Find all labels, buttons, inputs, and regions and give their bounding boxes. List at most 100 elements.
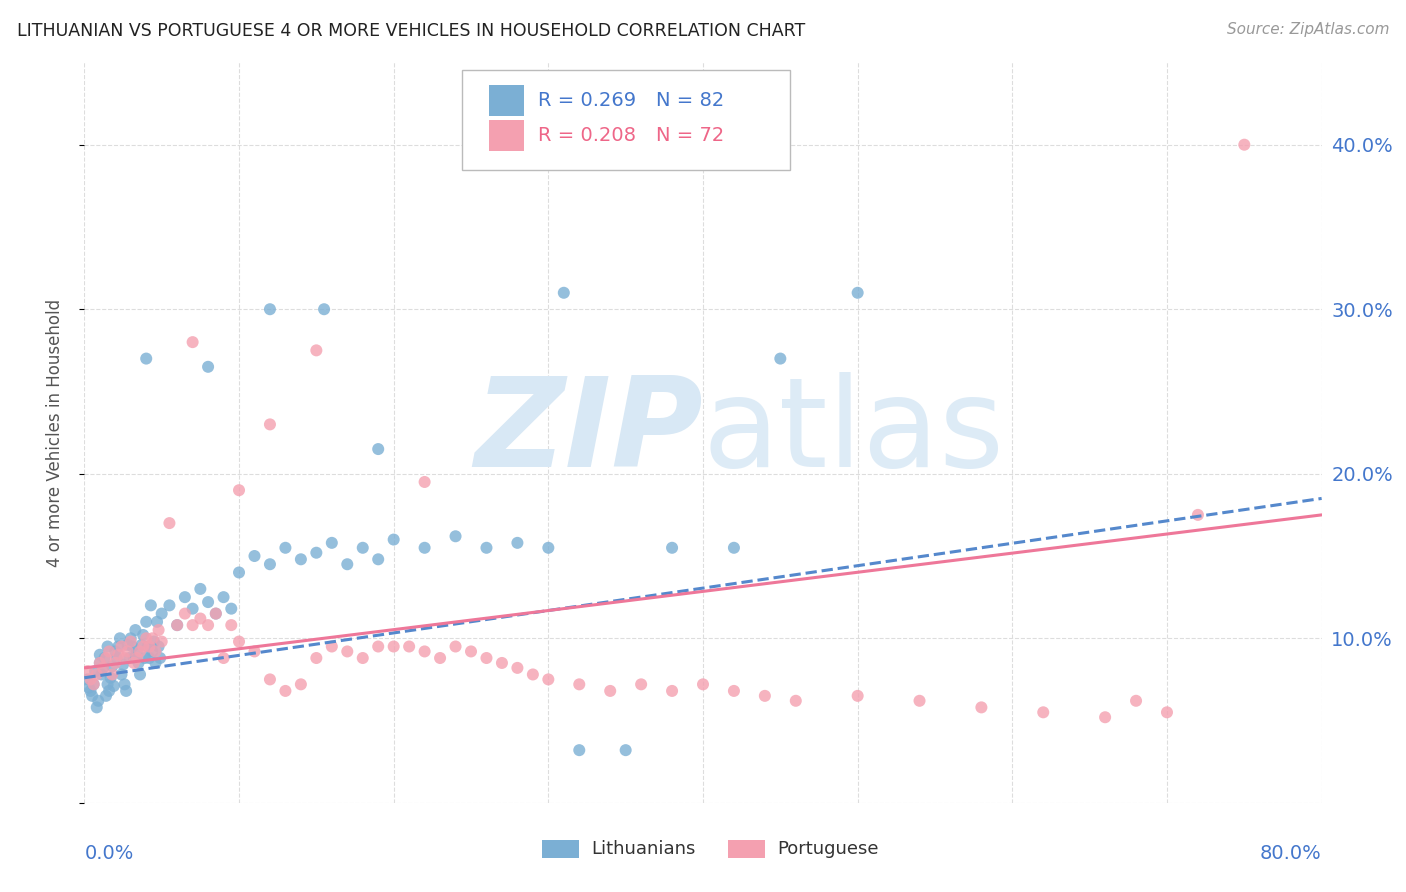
Point xyxy=(135,351,157,366)
Point xyxy=(96,640,118,654)
Point xyxy=(413,644,436,658)
Point xyxy=(135,615,157,629)
Point xyxy=(205,607,228,621)
Point xyxy=(166,618,188,632)
Point xyxy=(537,541,560,555)
Point xyxy=(243,644,266,658)
Point xyxy=(305,546,328,560)
Point xyxy=(166,618,188,632)
Point xyxy=(352,651,374,665)
Point xyxy=(83,677,105,691)
Text: N = 82: N = 82 xyxy=(657,92,724,111)
Point xyxy=(259,558,281,572)
Point xyxy=(212,651,235,665)
Point xyxy=(367,552,389,566)
Point xyxy=(197,359,219,374)
Point xyxy=(138,640,160,654)
Point xyxy=(145,656,167,670)
Point xyxy=(107,648,129,662)
Point xyxy=(159,599,180,613)
Point xyxy=(460,644,482,658)
Point xyxy=(614,743,637,757)
Point xyxy=(141,644,163,658)
Point xyxy=(723,541,745,555)
Point xyxy=(79,684,101,698)
Point xyxy=(970,700,993,714)
Point xyxy=(149,651,172,665)
Point xyxy=(159,516,180,530)
Point xyxy=(219,601,242,615)
Point xyxy=(117,644,139,658)
Point xyxy=(129,667,152,681)
Point xyxy=(107,640,129,654)
Point xyxy=(146,615,169,629)
FancyBboxPatch shape xyxy=(489,120,523,152)
Point xyxy=(103,679,125,693)
Text: Source: ZipAtlas.com: Source: ZipAtlas.com xyxy=(1226,22,1389,37)
Point xyxy=(89,656,111,670)
Point xyxy=(219,618,242,632)
Point xyxy=(444,529,467,543)
Point xyxy=(398,640,420,654)
Text: atlas: atlas xyxy=(703,372,1005,493)
Point xyxy=(506,536,529,550)
FancyBboxPatch shape xyxy=(543,840,579,858)
Point xyxy=(91,661,114,675)
Text: 80.0%: 80.0% xyxy=(1260,844,1322,863)
Point xyxy=(121,640,143,654)
Point xyxy=(136,640,159,654)
Point xyxy=(94,689,117,703)
Point xyxy=(785,694,807,708)
Point xyxy=(274,684,297,698)
Text: R = 0.208: R = 0.208 xyxy=(538,127,637,145)
Point xyxy=(522,667,544,681)
Point xyxy=(94,651,117,665)
Point xyxy=(212,590,235,604)
Point xyxy=(1094,710,1116,724)
Point xyxy=(132,640,155,654)
Point xyxy=(537,673,560,687)
FancyBboxPatch shape xyxy=(489,86,523,117)
Point xyxy=(197,618,219,632)
Point xyxy=(290,552,312,566)
Point xyxy=(475,651,498,665)
Point xyxy=(132,628,155,642)
Point xyxy=(141,632,163,646)
Text: R = 0.269: R = 0.269 xyxy=(538,92,637,111)
Point xyxy=(101,659,124,673)
Point xyxy=(98,684,121,698)
FancyBboxPatch shape xyxy=(728,840,765,858)
Point xyxy=(112,657,135,672)
Text: ZIP: ZIP xyxy=(474,372,703,493)
Point xyxy=(125,644,148,658)
Point xyxy=(382,640,405,654)
Point xyxy=(134,651,156,665)
Point xyxy=(77,681,100,695)
Point xyxy=(475,541,498,555)
Point xyxy=(76,664,98,678)
Point xyxy=(105,651,128,665)
Point xyxy=(125,651,148,665)
Point xyxy=(188,611,211,625)
Point xyxy=(754,689,776,703)
Point xyxy=(135,632,157,646)
Point xyxy=(181,601,204,615)
Point xyxy=(1125,694,1147,708)
Point xyxy=(114,677,136,691)
Point xyxy=(90,667,112,681)
Point xyxy=(174,607,197,621)
Point xyxy=(661,684,683,698)
Point xyxy=(96,677,118,691)
Point xyxy=(138,651,160,665)
Point xyxy=(321,640,343,654)
Point xyxy=(506,661,529,675)
Point xyxy=(150,634,173,648)
Point xyxy=(120,634,142,648)
Point xyxy=(114,651,136,665)
Point xyxy=(352,541,374,555)
Point xyxy=(91,661,114,675)
Point xyxy=(429,651,451,665)
Point xyxy=(568,743,591,757)
Text: Portuguese: Portuguese xyxy=(778,840,879,858)
Point xyxy=(367,640,389,654)
